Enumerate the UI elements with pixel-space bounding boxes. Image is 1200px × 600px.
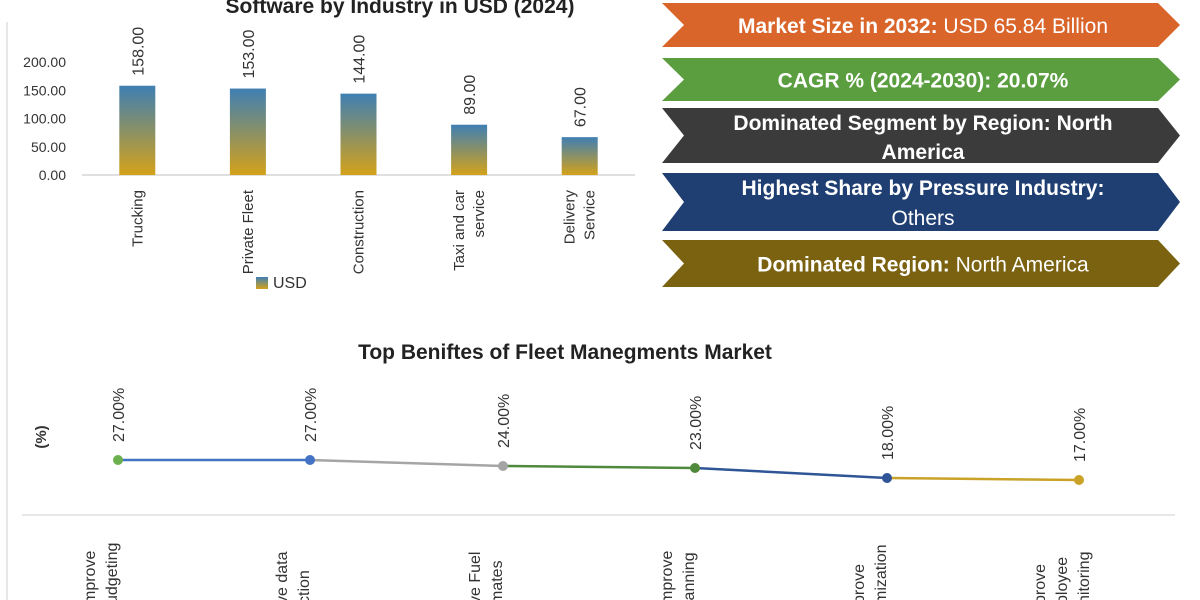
line-category-label: prove (851, 564, 868, 600)
line-value-label: 24.00% (496, 394, 513, 448)
bar-chart-title: Software by Industry in USD (2024) (226, 0, 575, 18)
line-value-label: 17.00% (1072, 408, 1089, 462)
line-segment (502, 464, 696, 470)
line-point (690, 463, 700, 473)
bar-category-label: Service (582, 190, 599, 240)
banner-text: CAGR % (2024-2030): 20.07% (778, 70, 1069, 93)
bar (119, 85, 156, 175)
line-segment (886, 476, 1080, 482)
banner-arrow (662, 3, 1180, 47)
bar-y-tick-label: 50.00 (31, 139, 66, 155)
line-category-label: ve Fuel (467, 552, 484, 600)
line-value-label: 18.00% (880, 406, 897, 460)
line-series (118, 458, 1080, 482)
line-category-label: ve data (274, 551, 291, 600)
banner-arrow (662, 240, 1180, 287)
bar-value-label: 153.00 (241, 30, 258, 79)
banner-text: Market Size in 2032: USD 65.84 Billion (738, 15, 1108, 38)
bar-category-label: Construction (351, 190, 368, 274)
bar-value-label: 89.00 (462, 75, 479, 115)
line-point (1074, 475, 1084, 485)
bar-y-tick-label: 200.00 (23, 54, 66, 70)
line-category-label: udgeting (104, 543, 121, 600)
bar-category-labels: Trucking Private Fleet Construction Taxi an… (129, 189, 598, 274)
bar (561, 137, 598, 175)
line-category-label: mization (873, 544, 890, 600)
line-value-label: 23.00% (688, 396, 705, 450)
bar-y-tick-label: 100.00 (23, 111, 66, 127)
line-point (305, 455, 315, 465)
line-chart-title: Top Beniftes of Fleet Manegments Market (358, 341, 772, 364)
bar (229, 88, 266, 175)
banner-text-bold: Highest Share by Pressure Industry: (742, 177, 1105, 200)
line-category-labels: mprove udgeting ve data ction ve Fuel mates mp… (82, 543, 1093, 600)
bar-category-label: Delivery (562, 190, 579, 245)
line-segment (309, 458, 504, 468)
bar-category-label: Private Fleet (240, 189, 257, 274)
bar-y-tick-label: 0.00 (39, 167, 66, 183)
banner-arrow (662, 58, 1180, 101)
bar (451, 124, 488, 175)
banner-text-line: America (882, 141, 965, 164)
line-points (113, 455, 1084, 485)
bar-value-label: 144.00 (352, 35, 369, 84)
banner-text-bold: CAGR % (2024-2030): 20.07% (778, 70, 1069, 93)
bar-y-tick-label: 150.00 (23, 82, 66, 98)
legend-swatch (256, 277, 268, 289)
key-stats-banners: Market Size in 2032: USD 65.84 Billion CA… (662, 3, 1180, 287)
line-category-label: nitoring (1076, 552, 1093, 600)
bar (340, 93, 377, 175)
line-point (113, 455, 123, 465)
line-category-label: prove (1032, 564, 1049, 600)
line-value-label: 27.00% (303, 388, 320, 442)
bar-series: 158.00 153.00 144.00 89.00 67.00 (119, 27, 598, 175)
banner-text-bold: Dominated Region: (757, 254, 950, 277)
bar-y-ticks: 0.00 50.00 100.00 150.00 200.00 (23, 54, 66, 183)
bar-category-label: Trucking (129, 190, 146, 247)
bar-legend: USD (256, 275, 307, 292)
banner-arrow (662, 173, 1180, 231)
line-y-label: (%) (33, 425, 50, 448)
banner-text: Dominated Region: North America (757, 254, 1089, 277)
banner-text-bold: Market Size in 2032: (738, 15, 938, 38)
line-point (498, 461, 508, 471)
bar-value-label: 158.00 (130, 27, 147, 76)
banner-arrow (662, 108, 1180, 163)
line-category-label: ction (296, 570, 313, 600)
legend-label: USD (273, 275, 307, 292)
line-category-label: mates (489, 560, 506, 600)
line-category-label: mprove (659, 551, 676, 600)
line-point (882, 473, 892, 483)
banner-text-value: USD 65.84 Billion (938, 15, 1108, 38)
bar-value-label: 67.00 (573, 87, 590, 127)
banner-text-value: Others (891, 207, 954, 230)
line-category-label: mprove (82, 551, 99, 600)
line-value-labels: 27.00% 27.00% 24.00% 23.00% 18.00% 17.00% (111, 388, 1089, 462)
bar-category-label: Taxi and car (451, 190, 468, 271)
bar-category-label: service (471, 190, 488, 238)
line-category-label: ployee (1054, 557, 1071, 600)
line-value-label: 27.00% (111, 388, 128, 442)
banner-text-value: North America (950, 254, 1089, 277)
banner-text-line: Dominated Segment by Region: North (733, 112, 1112, 135)
line-category-label: lanning (681, 552, 698, 600)
line-segment (694, 466, 888, 480)
